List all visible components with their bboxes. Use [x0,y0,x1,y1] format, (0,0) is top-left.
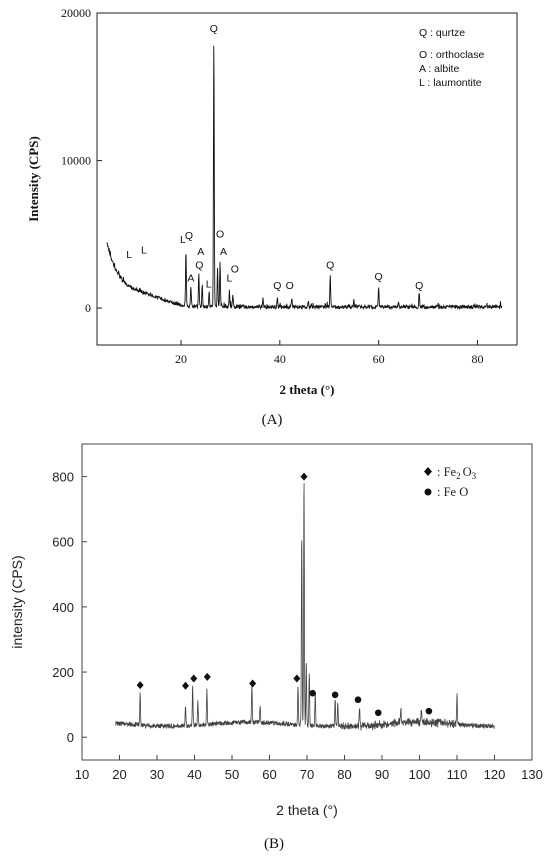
panel-a-peak-label: L [227,273,233,285]
panel-b-x-tick-label: 10 [75,767,89,782]
panel-b-x-tick-label: 50 [225,767,239,782]
feo-dot-marker [331,691,339,699]
panel-a-legend-entry: L : laumontite [419,77,482,89]
legend-diamond-icon [424,467,432,476]
legend-fe2o3-sub2: 3 [472,471,477,481]
panel-a-y-tick-label: 10000 [61,154,91,168]
fe2o3-diamond-marker [300,472,308,481]
panel-b-x-tick-label: 100 [409,767,431,782]
feo-dot-marker [425,707,433,715]
panel-a-series-line [106,45,503,311]
panel-a-peak-label: L [141,245,147,257]
panel-a-peak-label: O [286,280,294,292]
panel-a-legend-entry: O : orthoclase [419,49,485,61]
panel-a-y-axis-label: Intensity (CPS) [26,136,41,222]
fe2o3-diamond-marker [203,672,211,681]
panel-b-x-tick-label: 30 [150,767,164,782]
panel-b-y-axis-label: intensity (CPS) [9,555,25,648]
panel-b-x-tick-label: 80 [337,767,351,782]
panel-b-x-tick-label: 90 [375,767,389,782]
panel-a-peak-label: O [216,228,224,240]
legend-fe2o3-o: O [463,465,472,479]
panel-a-x-tick-label: 20 [175,352,187,366]
panel-b-y-tick-label: 400 [52,600,74,615]
panel-a-peak-label: L [126,249,132,261]
feo-dot-marker [354,696,362,704]
panel-a-x-axis-label: 2 theta (°) [279,382,334,397]
panel-a-peak-label: Q [185,230,193,242]
panel-a-peak-label: A [220,246,227,258]
feo-dot-marker [374,709,382,717]
panel-b-phase-markers [136,472,433,717]
panel-b-chart: 0 200 400 600 800 10 20 30 40 50 60 70 80 90 100 110 12… [9,443,543,852]
fe2o3-diamond-marker [249,679,257,688]
panel-b-x-axis-label: 2 theta (°) [276,802,338,818]
panel-b-y-tick-label: 600 [52,535,74,550]
panel-a-peak-label: A [197,246,204,258]
panel-a-peak-label: Q [273,280,281,292]
legend-entry-fe2o3: : Fe2 O3 [437,465,477,481]
legend-entry-feo: : Fe O [437,485,468,499]
panel-a-peak-label: O [231,264,239,276]
panel-b-x-tick-label: 120 [484,767,506,782]
panel-b-y-tick-label: 0 [67,730,74,745]
feo-dot-marker [309,689,316,697]
panel-a-peak-label: Q [375,271,383,283]
panel-a-peak-label: Q [210,23,218,35]
panel-b-y-ticks: 0 200 400 600 800 [52,470,87,745]
panel-a-y-tick-label: 0 [85,301,91,315]
legend-fe2o3-prefix: : Fe [437,465,457,479]
panel-a-peak-label: Q [195,259,203,271]
panel-b-label: (B) [264,836,284,852]
panel-a-peak-label: A [187,273,194,285]
fe2o3-diamond-marker [293,674,301,683]
fe2o3-diamond-marker [182,681,189,690]
panel-a-y-ticks: 0 10000 20000 [61,6,102,315]
panel-b-legend: : Fe2 O3: Fe O [424,465,477,499]
panel-b-y-tick-label: 200 [52,665,74,680]
panel-b-series-line [115,483,495,731]
legend-fe2o3-sub1: 2 [456,471,461,481]
legend-dot-icon [424,488,432,496]
panel-a-x-tick-label: 60 [373,352,385,366]
fe2o3-diamond-marker [190,674,198,683]
panel-b-x-tick-label: 70 [300,767,314,782]
panel-b-x-tick-label: 130 [521,767,543,782]
panel-a-y-tick-label: 20000 [61,6,91,20]
panel-a-legend-entry: Q : qurtze [419,27,465,39]
panel-a-x-ticks: 20 40 60 80 [175,340,483,366]
panel-a-label: (A) [262,412,283,428]
fe2o3-diamond-marker [136,681,144,690]
panel-a-plot-frame [96,12,518,346]
panel-a-legend-entry: A : albite [419,63,459,75]
panel-a-peak-label: Q [415,280,423,292]
panel-a-x-tick-label: 80 [471,352,483,366]
panel-b-x-tick-label: 60 [262,767,276,782]
panel-b-x-ticks: 10 20 30 40 50 60 70 80 90 100 110 120 130 [75,755,543,782]
panel-b-x-tick-label: 110 [447,767,468,782]
panel-a-peak-label: Q [326,259,334,271]
panel-b-y-tick-label: 800 [52,470,74,485]
panel-a-x-tick-label: 40 [274,352,286,366]
panel-b-x-tick-label: 20 [112,767,126,782]
panel-a-peak-label: L [206,278,212,290]
panel-a-peak-label: L [180,234,186,246]
panel-b-x-tick-label: 40 [187,767,201,782]
panel-a-legend: Q : qurtze O : orthoclase A : albite L : la… [419,27,485,89]
